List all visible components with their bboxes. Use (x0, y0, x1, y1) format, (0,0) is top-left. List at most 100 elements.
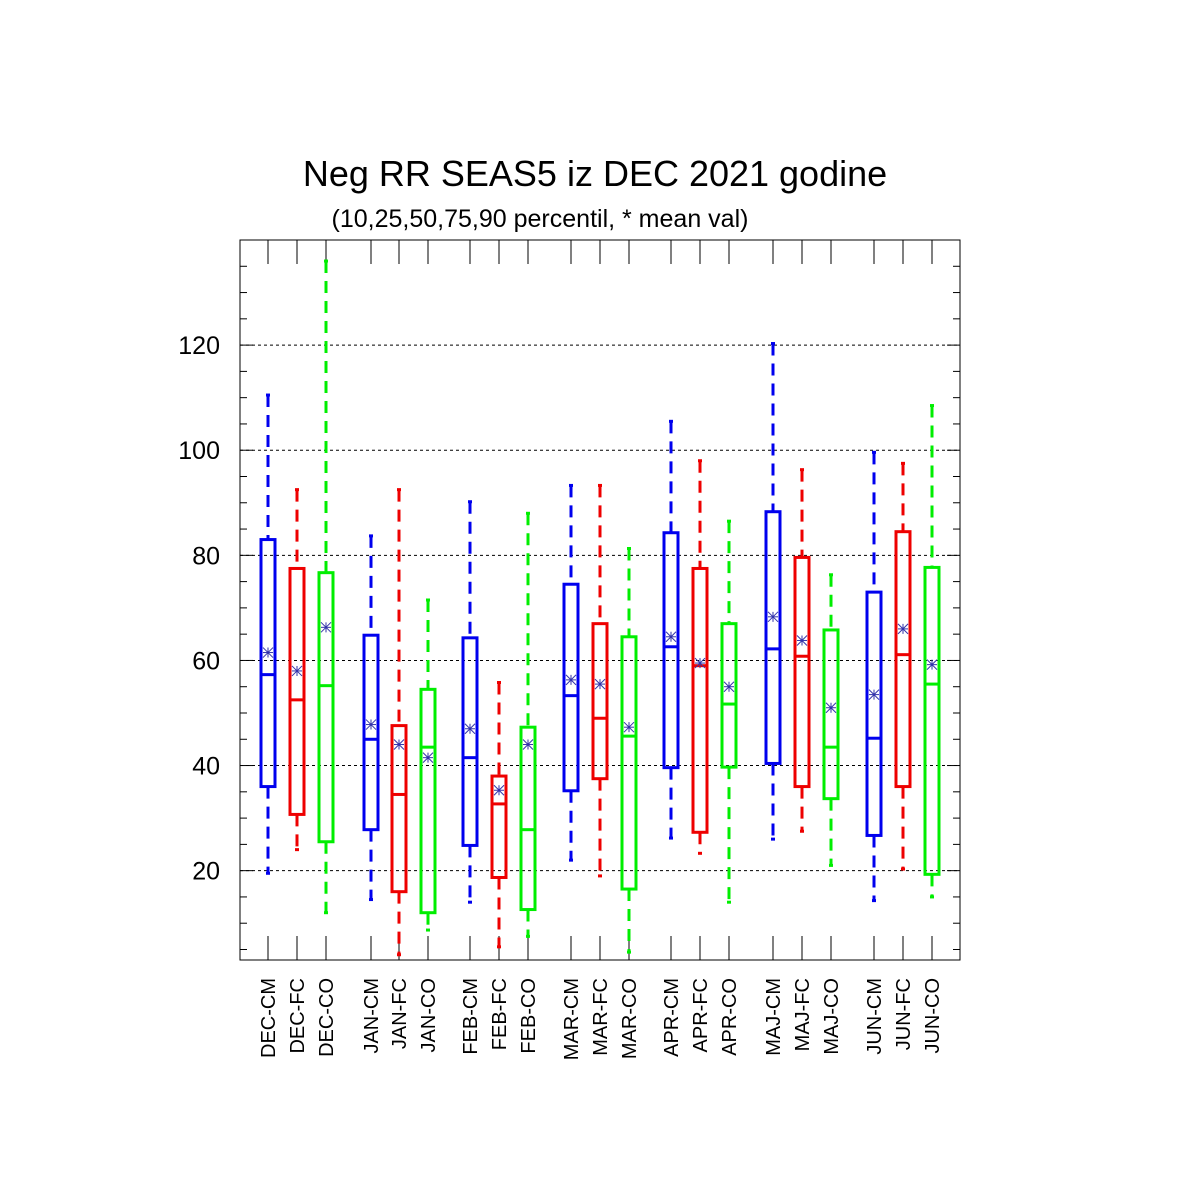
mean-marker-dec-fc (291, 665, 303, 677)
chart-subtitle: (10,25,50,75,90 percentil, * mean val) (332, 205, 749, 233)
x-label-mar-cm: MAR-CM (561, 978, 583, 1060)
x-label-mar-co: MAR-CO (619, 978, 641, 1059)
mean-stroke (825, 702, 837, 714)
mean-marker-maj-fc (796, 635, 808, 646)
mean-stroke (493, 784, 505, 796)
x-label-dec-co: DEC-CO (316, 978, 338, 1057)
x-label-apr-fc: APR-FC (690, 978, 712, 1052)
y-tick-label-80: 80 (192, 542, 220, 570)
x-label-jan-cm: JAN-CM (361, 978, 383, 1054)
x-label-dec-fc: DEC-FC (287, 978, 309, 1054)
box-dec-fc (288, 488, 306, 852)
box-dec-co (317, 259, 335, 915)
mean-stroke (291, 665, 303, 677)
mean-marker-apr-fc (694, 657, 706, 669)
gridlines (240, 344, 960, 872)
mean-marker-jan-fc (393, 739, 405, 750)
iqr-box-dec-cm (259, 538, 277, 789)
box-apr-cm (662, 419, 680, 840)
box-jan-co (419, 598, 437, 932)
mean-marker-jun-cm (868, 689, 880, 700)
box-apr-co (720, 519, 738, 904)
iqr-box-maj-co (822, 628, 840, 801)
x-label-mar-fc: MAR-FC (590, 978, 612, 1056)
mean-stroke (723, 681, 735, 693)
box-jun-co (923, 404, 941, 899)
iqr-box-jan-co (419, 687, 437, 915)
iqr-box-jan-fc (390, 724, 408, 894)
mean-marker-mar-fc (594, 678, 606, 690)
mean-marker-maj-cm (767, 611, 779, 623)
box-feb-co (519, 511, 537, 938)
x-label-apr-cm: APR-CM (661, 978, 683, 1057)
mean-marker-feb-cm (464, 723, 476, 735)
box-mar-cm (562, 483, 580, 862)
mean-stroke (262, 647, 274, 658)
mean-marker-feb-co (522, 739, 534, 750)
mean-marker-dec-cm (262, 647, 274, 658)
iqr-box-apr-co (720, 622, 738, 769)
mean-stroke (464, 723, 476, 735)
box-maj-co (822, 573, 840, 867)
x-label-jun-fc: JUN-FC (893, 978, 915, 1050)
mean-stroke (594, 678, 606, 690)
y-tick-label-60: 60 (192, 647, 220, 675)
mean-stroke (320, 621, 332, 633)
x-label-maj-cm: MAJ-CM (763, 978, 785, 1056)
box-jan-cm (362, 534, 380, 902)
mean-marker-apr-cm (665, 631, 677, 643)
iqr-box-apr-cm (662, 531, 680, 770)
x-label-apr-co: APR-CO (719, 978, 741, 1056)
mean-marker-jun-co (926, 659, 938, 670)
plot-frame (239, 239, 961, 961)
mean-marker-dec-co (320, 621, 332, 633)
mean-stroke (365, 719, 377, 730)
box-dec-cm (259, 393, 277, 875)
y-axis: 20 40 60 80 100 120 (178, 240, 960, 960)
x-label-jun-co: JUN-CO (922, 978, 944, 1054)
y-tick-label-120: 120 (178, 332, 220, 360)
mean-marker-feb-fc (493, 784, 505, 796)
box-mar-co (620, 546, 638, 954)
mean-marker-jan-co (422, 752, 434, 764)
box-apr-fc (691, 459, 709, 855)
mean-stroke (897, 623, 909, 635)
mean-marker-mar-co (623, 721, 635, 733)
x-label-feb-co: FEB-CO (518, 978, 540, 1054)
y-tick-label-100: 100 (178, 437, 220, 465)
y-tick-label-20: 20 (192, 858, 220, 886)
x-label-maj-co: MAJ-CO (821, 978, 843, 1055)
x-axis-category-labels: DEC-CM DEC-FC DEC-CO JAN-CM JAN-FC JAN-CO FEB-… (258, 978, 944, 1060)
iqr-box-jun-fc (894, 530, 912, 789)
iqr-box-feb-cm (461, 636, 479, 847)
x-label-jan-co: JAN-CO (418, 978, 440, 1052)
iqr-box-feb-fc (490, 774, 508, 879)
x-label-dec-cm: DEC-CM (258, 978, 280, 1058)
mean-stroke (422, 752, 434, 764)
mean-stroke (623, 721, 635, 733)
mean-marker-jan-cm (365, 719, 377, 730)
iqr-box-mar-cm (562, 582, 580, 793)
x-label-feb-fc: FEB-FC (489, 978, 511, 1050)
box-jun-fc (894, 461, 912, 871)
iqr-box-apr-fc (691, 566, 709, 834)
iqr-box-jun-cm (865, 590, 883, 837)
mean-stroke (868, 689, 880, 700)
x-label-jan-fc: JAN-FC (389, 978, 411, 1049)
mean-marker-maj-co (825, 702, 837, 714)
box-feb-cm (461, 500, 479, 904)
mean-stroke (393, 739, 405, 750)
mean-stroke (796, 635, 808, 646)
mean-marker-jun-fc (897, 623, 909, 635)
x-label-feb-cm: FEB-CM (460, 978, 482, 1055)
box-maj-cm (764, 342, 782, 841)
mean-stroke (694, 657, 706, 669)
iqr-box-dec-fc (288, 566, 306, 816)
mean-stroke (926, 659, 938, 670)
chart-title: Neg RR SEAS5 iz DEC 2021 godine (303, 153, 887, 194)
mean-stroke (767, 611, 779, 623)
mean-stroke (665, 631, 677, 643)
box-jan-fc (390, 488, 408, 957)
iqr-box-jan-cm (362, 633, 380, 832)
